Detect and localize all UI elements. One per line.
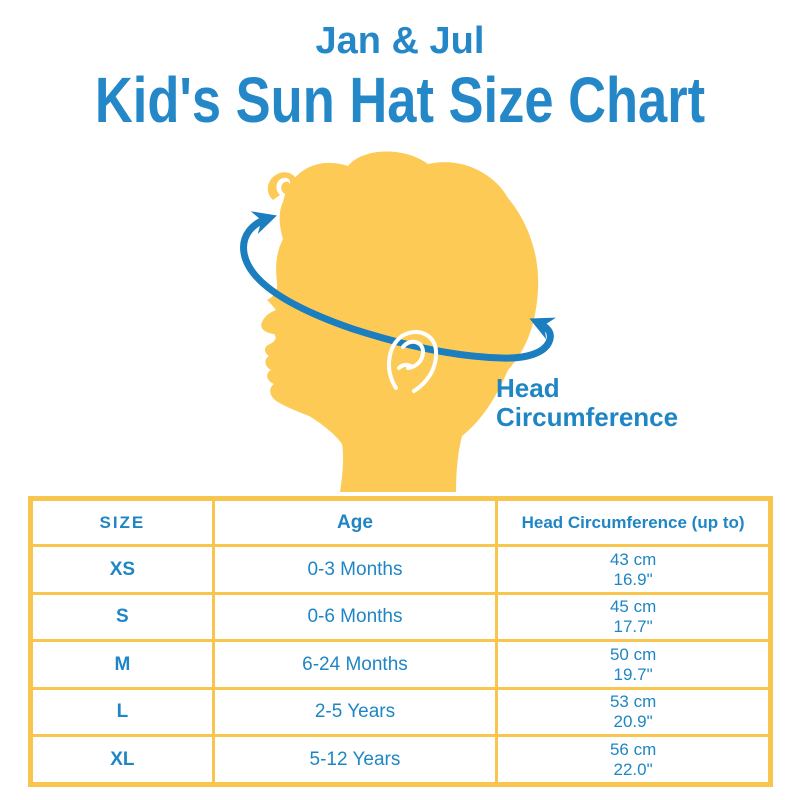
head-cm-value: 50 cm	[609, 644, 657, 664]
head-inch-value: 22.0"	[613, 759, 653, 779]
column-header-age: Age	[211, 496, 499, 548]
size-cell: S	[29, 591, 215, 643]
head-circumference-label-line1: Head	[496, 373, 560, 403]
table-row: M 6-24 Months 50 cm 19.7"	[29, 639, 772, 690]
head-circumference-label-line2: Circumference	[496, 402, 679, 432]
table-header-row: SIZE Age Head Circumference (up to)	[29, 496, 772, 548]
head-inch-value: 17.7"	[613, 617, 653, 637]
age-cell: 5-12 Years	[211, 734, 499, 786]
hair-curl-icon	[267, 172, 298, 200]
size-cell: M	[29, 639, 215, 690]
head-circumference-cell: 45 cm 17.7"	[495, 591, 772, 643]
head-circumference-cell: 43 cm 16.9"	[495, 544, 772, 595]
head-circumference-cell: 50 cm 19.7"	[495, 639, 772, 690]
table-row: XS 0-3 Months 43 cm 16.9"	[29, 544, 772, 595]
age-cell: 0-6 Months	[211, 591, 499, 643]
head-cm-value: 45 cm	[609, 597, 657, 617]
column-header-size: SIZE	[29, 496, 215, 548]
head-circumference-label: Head Circumference	[496, 374, 726, 432]
size-chart-table: SIZE Age Head Circumference (up to) XS 0…	[28, 496, 773, 787]
table-row: XL 5-12 Years 56 cm 22.0"	[29, 734, 772, 786]
table-row: S 0-6 Months 45 cm 17.7"	[29, 591, 772, 643]
head-circumference-cell: 53 cm 20.9"	[495, 686, 772, 738]
head-circumference-cell: 56 cm 22.0"	[495, 734, 772, 786]
head-measurement-illustration	[240, 151, 557, 492]
age-cell: 6-24 Months	[211, 639, 499, 690]
brand-name: Jan & Jul	[315, 20, 485, 62]
head-cm-value: 53 cm	[609, 692, 657, 712]
head-inch-value: 20.9"	[613, 712, 653, 732]
age-cell: 0-3 Months	[211, 544, 499, 595]
ear-icon	[387, 330, 439, 393]
size-cell: XS	[29, 544, 215, 595]
page-title: Kid's Sun Hat Size Chart	[94, 64, 706, 136]
age-cell: 2-5 Years	[211, 686, 499, 738]
head-cm-value: 43 cm	[609, 549, 657, 569]
table-row: L 2-5 Years 53 cm 20.9"	[29, 686, 772, 738]
size-cell: XL	[29, 734, 215, 786]
size-cell: L	[29, 686, 215, 738]
head-inch-value: 19.7"	[613, 664, 653, 684]
column-header-head-circumference: Head Circumference (up to)	[495, 496, 772, 548]
head-inch-value: 16.9"	[613, 569, 653, 589]
head-cm-value: 56 cm	[609, 739, 657, 759]
child-head-silhouette-icon	[261, 151, 539, 492]
